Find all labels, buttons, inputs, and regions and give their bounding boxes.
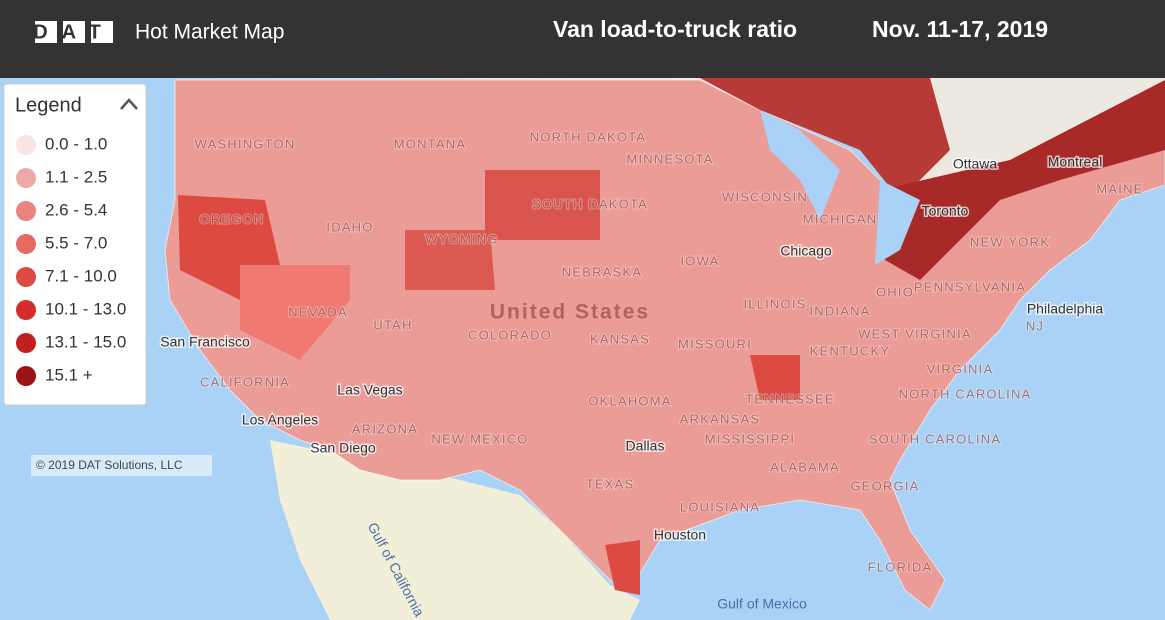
map-label: NEW MEXICO (431, 431, 528, 446)
map-label: Toronto (922, 203, 969, 219)
map-label: CALIFORNIA (200, 374, 290, 389)
map-label: Montreal (1048, 154, 1102, 170)
legend-swatch (16, 333, 36, 353)
logo (35, 21, 113, 43)
map-label: ALABAMA (770, 459, 840, 474)
legend-label: 1.1 - 2.5 (45, 167, 107, 186)
map-label: WISCONSIN (722, 189, 808, 204)
map-label: KENTUCKY (810, 343, 890, 358)
legend-label: 13.1 - 15.0 (45, 332, 126, 351)
map-label: KANSAS (590, 331, 650, 346)
map-label: NEW YORK (970, 234, 1050, 249)
region (880, 80, 1165, 280)
map-label: ARIZONA (352, 421, 418, 436)
map-label: ARKANSAS (680, 411, 760, 426)
date-range: Nov. 11-17, 2019 (872, 16, 1048, 42)
map-label: WASHINGTON (195, 136, 296, 151)
great-lakes (760, 110, 920, 265)
logo-text: DAT (33, 21, 115, 43)
legend-swatch (16, 135, 36, 155)
map-label: TENNESSEE (745, 391, 835, 406)
header-bar (0, 0, 1165, 78)
map-label: Ottawa (953, 156, 998, 172)
map-label: Las Vegas (337, 382, 402, 398)
map-label: MICHIGAN (803, 211, 878, 226)
map-label: Dallas (626, 438, 665, 454)
map-label: FLORIDA (868, 559, 933, 574)
copyright: © 2019 DAT Solutions, LLC (36, 458, 183, 472)
map-label: VIRGINIA (927, 361, 994, 376)
map-title: Van load-to-truck ratio (553, 16, 797, 42)
map-label: INDIANA (809, 303, 870, 318)
region (750, 355, 800, 400)
map-label: Los Angeles (242, 412, 318, 428)
map-label: MISSISSIPPI (705, 431, 796, 446)
map-label: LOUISIANA (680, 499, 760, 514)
legend-swatch (16, 234, 36, 254)
legend-swatch (16, 300, 36, 320)
map-label: San Diego (310, 440, 376, 456)
map-label: MAINE (1096, 181, 1143, 196)
legend-title: Legend (15, 94, 82, 116)
mexico-land (270, 440, 640, 620)
map-label: NEVADA (288, 304, 348, 319)
map-label: ILLINOIS (743, 296, 806, 311)
map-label: MINNESOTA (626, 151, 713, 166)
map-label: OREGON (200, 211, 265, 226)
map-label: GEORGIA (850, 478, 919, 493)
map-label: WYOMING (425, 231, 498, 246)
map-label: NEBRASKA (562, 264, 642, 279)
legend-label: 7.1 - 10.0 (45, 266, 117, 285)
legend-items: 0.0 - 1.0 1.1 - 2.5 2.6 - 5.4 5.5 - 7.0 7.1 … (16, 134, 126, 386)
legend-swatch (16, 366, 36, 386)
map-label: San Francisco (160, 334, 250, 350)
map-label: IDAHO (326, 219, 373, 234)
logo-box (63, 21, 85, 43)
legend-label: 15.1 + (45, 365, 93, 384)
legend-label: 10.1 - 13.0 (45, 299, 126, 318)
map-label: OHIO (876, 284, 914, 299)
copyright-bg (31, 455, 212, 476)
map-label: MISSOURI (678, 336, 752, 351)
legend-label: 2.6 - 5.4 (45, 200, 107, 219)
map-label: United States (490, 301, 650, 324)
map-label: NORTH DAKOTA (530, 129, 646, 144)
map-label: SOUTH CAROLINA (869, 431, 1001, 446)
map-label: Chicago (780, 243, 832, 259)
legend-swatch (16, 168, 36, 188)
map-labels: WASHINGTON MONTANA NORTH DAKOTA MINNESOTA SO… (159, 128, 1144, 619)
region (405, 230, 495, 290)
legend-label: 0.0 - 1.0 (45, 134, 107, 153)
map-label: PENNSYLVANIA (914, 279, 1026, 294)
region (700, 78, 950, 200)
app-title: Hot Market Map (135, 21, 284, 44)
map-label: UTAH (373, 317, 412, 332)
map-label: MONTANA (394, 136, 466, 151)
map-label: WEST VIRGINIA (858, 326, 972, 341)
region (240, 265, 350, 360)
map-label: OKLAHOMA (588, 393, 671, 408)
legend-label: 5.5 - 7.0 (45, 233, 107, 252)
collapse-button[interactable] (120, 98, 138, 110)
map-label: Houston (654, 527, 706, 543)
map-label: TEXAS (586, 476, 635, 491)
map-label: NJ (1026, 318, 1044, 333)
legend-swatch (16, 201, 36, 221)
map-label: Gulf of Mexico (717, 596, 807, 612)
region (605, 540, 640, 595)
region (485, 170, 600, 240)
legend-swatch (16, 267, 36, 287)
logo-box (91, 21, 113, 43)
map-label: IOWA (681, 253, 720, 268)
logo-box (35, 21, 57, 43)
map-label: SOUTH DAKOTA (532, 196, 648, 211)
map-label: NORTH CAROLINA (899, 386, 1032, 401)
legend-panel (3, 83, 147, 406)
map-label: COLORADO (468, 327, 552, 342)
map-label: Philadelphia (1027, 301, 1103, 317)
